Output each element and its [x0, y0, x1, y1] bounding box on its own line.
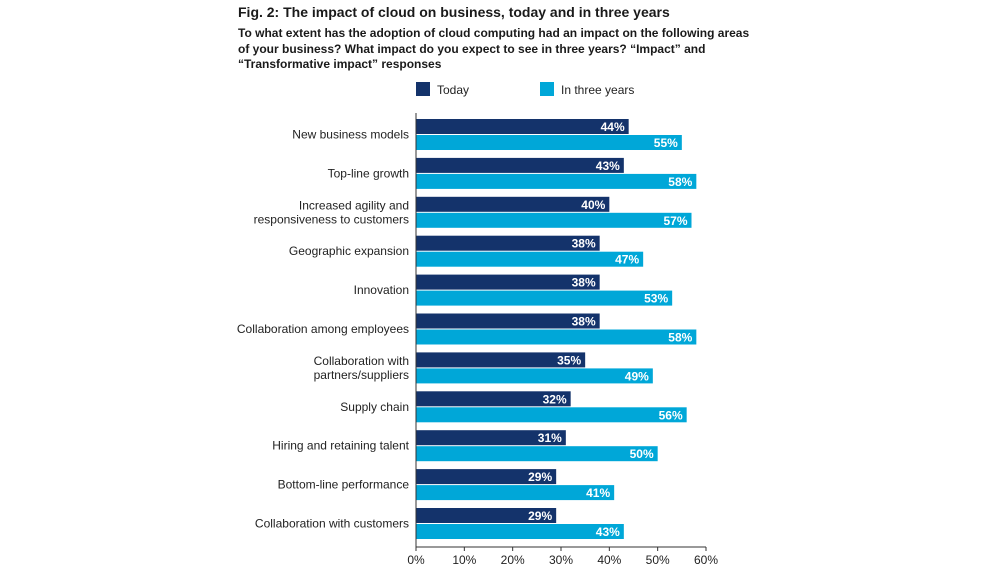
- bar-three-years: [416, 212, 692, 228]
- bar-three-years: [416, 290, 673, 306]
- bar-three-years: [416, 173, 697, 189]
- x-tick-label: 40%: [597, 553, 621, 567]
- value-label-three-years: 56%: [659, 408, 683, 422]
- value-label-three-years: 55%: [654, 136, 678, 150]
- value-label-three-years: 50%: [630, 447, 654, 461]
- legend-swatch-today: [416, 82, 430, 96]
- x-tick-label: 60%: [694, 553, 718, 567]
- value-label-today: 44%: [601, 120, 625, 134]
- bar-today: [416, 508, 557, 523]
- legend-label-in-three-years: In three years: [561, 83, 634, 97]
- category-label: Hiring and retaining talent: [272, 439, 409, 453]
- value-label-three-years: 41%: [586, 486, 610, 500]
- category-label: Collaboration among employees: [237, 322, 409, 336]
- bar-today: [416, 235, 600, 251]
- value-label-today: 40%: [581, 198, 605, 212]
- value-label-three-years: 58%: [668, 331, 692, 345]
- category-label: Increased agility and: [299, 198, 409, 212]
- bar-three-years: [416, 368, 653, 384]
- value-label-today: 38%: [572, 276, 596, 290]
- value-label-today: 29%: [528, 509, 552, 523]
- bar-today: [416, 430, 566, 446]
- category-label: Geographic expansion: [289, 244, 409, 258]
- legend-swatch-in-three-years: [540, 82, 554, 96]
- bar-today: [416, 157, 624, 173]
- category-label: partners/suppliers: [314, 368, 409, 382]
- category-label: Collaboration with customers: [255, 517, 409, 531]
- category-label: New business models: [292, 128, 409, 142]
- x-tick-label: 30%: [549, 553, 573, 567]
- value-label-three-years: 43%: [596, 525, 620, 539]
- bar-today: [416, 313, 600, 329]
- category-label: Supply chain: [340, 400, 409, 414]
- title-text: The impact of cloud on business, today a…: [279, 4, 670, 20]
- bar-three-years: [416, 524, 624, 539]
- x-tick-label: 50%: [646, 553, 670, 567]
- figure-number: Fig. 2:: [238, 4, 280, 20]
- category-label: Bottom-line performance: [278, 478, 410, 492]
- chart-title: Fig. 2: The impact of cloud on business,…: [238, 4, 670, 20]
- value-label-today: 35%: [557, 353, 581, 367]
- bar-three-years: [416, 251, 644, 267]
- category-label: responsiveness to customers: [254, 212, 409, 226]
- value-label-today: 32%: [543, 392, 567, 406]
- value-label-three-years: 49%: [625, 369, 649, 383]
- x-tick-label: 10%: [452, 553, 476, 567]
- bar-three-years: [416, 329, 697, 345]
- bar-three-years: [416, 485, 615, 501]
- category-label: Top-line growth: [328, 166, 409, 180]
- value-label-today: 38%: [572, 315, 596, 329]
- value-label-three-years: 57%: [663, 214, 687, 228]
- category-label: Innovation: [354, 283, 409, 297]
- bar-today: [416, 119, 629, 134]
- bar-today: [416, 391, 571, 407]
- value-label-three-years: 58%: [668, 175, 692, 189]
- value-label-today: 43%: [596, 159, 620, 173]
- value-label-three-years: 47%: [615, 253, 639, 267]
- bar-three-years: [416, 407, 687, 423]
- category-label: Collaboration with: [314, 354, 409, 368]
- value-label-today: 38%: [572, 237, 596, 251]
- chart-subtitle: To what extent has the adoption of cloud…: [238, 26, 750, 71]
- value-label-today: 29%: [528, 470, 552, 484]
- bar-today: [416, 196, 610, 212]
- x-tick-label: 0%: [407, 553, 425, 567]
- bar-three-years: [416, 135, 682, 150]
- legend-label-today: Today: [437, 83, 469, 97]
- value-label-today: 31%: [538, 431, 562, 445]
- bar-today: [416, 352, 586, 368]
- bar-three-years: [416, 446, 658, 462]
- value-label-three-years: 53%: [644, 292, 668, 306]
- bar-today: [416, 274, 600, 290]
- x-tick-label: 20%: [501, 553, 525, 567]
- bar-today: [416, 469, 557, 485]
